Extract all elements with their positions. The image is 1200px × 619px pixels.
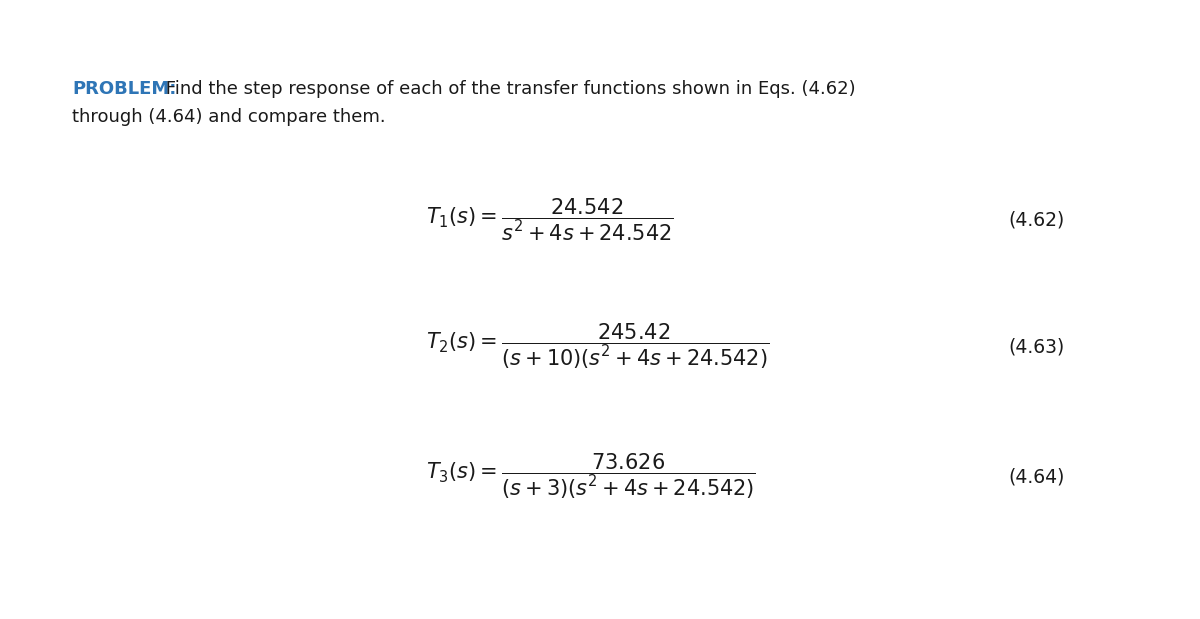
Text: through (4.64) and compare them.: through (4.64) and compare them.	[72, 108, 385, 126]
Text: $T_1(s) = \dfrac{24.542}{s^2 + 4s + 24.542}$: $T_1(s) = \dfrac{24.542}{s^2 + 4s + 24.5…	[426, 197, 673, 243]
Text: $T_3(s) = \dfrac{73.626}{(s + 3)(s^2 + 4s + 24.542)}$: $T_3(s) = \dfrac{73.626}{(s + 3)(s^2 + 4…	[426, 452, 756, 501]
Text: $T_2(s) = \dfrac{245.42}{(s + 10)(s^2 + 4s + 24.542)}$: $T_2(s) = \dfrac{245.42}{(s + 10)(s^2 + …	[426, 322, 769, 371]
Text: (4.64): (4.64)	[1008, 467, 1064, 486]
Text: PROBLEM:: PROBLEM:	[72, 80, 176, 98]
Text: (4.63): (4.63)	[1008, 337, 1064, 356]
Text: Find the step response of each of the transfer functions shown in Eqs. (4.62): Find the step response of each of the tr…	[160, 80, 856, 98]
Text: (4.62): (4.62)	[1008, 210, 1064, 229]
